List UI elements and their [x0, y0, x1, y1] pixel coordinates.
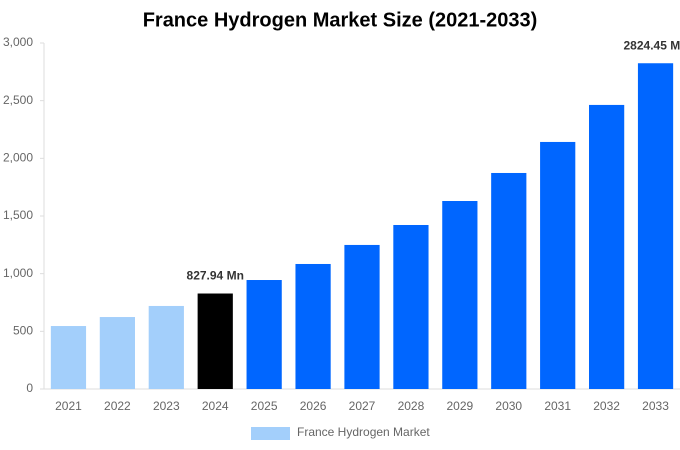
x-tick-label: 2024 [202, 399, 229, 413]
x-tick-label: 2032 [593, 399, 620, 413]
bar [637, 63, 674, 389]
value-label: 827.94 Mn [187, 269, 244, 283]
x-tick-label: 2028 [398, 399, 425, 413]
x-tick-label: 2029 [446, 399, 473, 413]
bar [197, 293, 233, 389]
x-tick-label: 2033 [642, 399, 669, 413]
x-tick-label: 2021 [55, 399, 82, 413]
x-tick-label: 2023 [153, 399, 180, 413]
bar [589, 104, 625, 390]
x-tick-label: 2025 [251, 399, 278, 413]
bar [50, 326, 87, 389]
y-tick-label: 0 [26, 381, 33, 395]
bar [295, 263, 331, 389]
bar [148, 305, 184, 389]
bar [540, 141, 576, 389]
y-tick-label: 2,500 [3, 93, 33, 107]
x-tick-label: 2022 [104, 399, 131, 413]
legend-label: France Hydrogen Market [297, 425, 430, 439]
bar [393, 224, 429, 389]
x-tick-label: 2026 [300, 399, 327, 413]
bar [246, 280, 282, 389]
y-tick-label: 2,000 [3, 151, 33, 165]
value-label: 2824.45 Mn [624, 38, 680, 52]
y-tick-label: 1,500 [3, 208, 33, 222]
bar [344, 244, 380, 389]
bar [99, 317, 135, 389]
bar [442, 201, 478, 389]
chart-title: France Hydrogen Market Size (2021-2033) [143, 9, 538, 31]
x-tick-label: 2030 [495, 399, 522, 413]
y-tick-label: 3,000 [3, 35, 33, 49]
y-tick-label: 1,000 [3, 266, 33, 280]
x-tick-label: 2027 [349, 399, 376, 413]
x-tick-label: 2031 [544, 399, 571, 413]
legend-swatch [251, 427, 290, 440]
y-tick-label: 500 [13, 324, 33, 338]
bar [491, 172, 527, 389]
